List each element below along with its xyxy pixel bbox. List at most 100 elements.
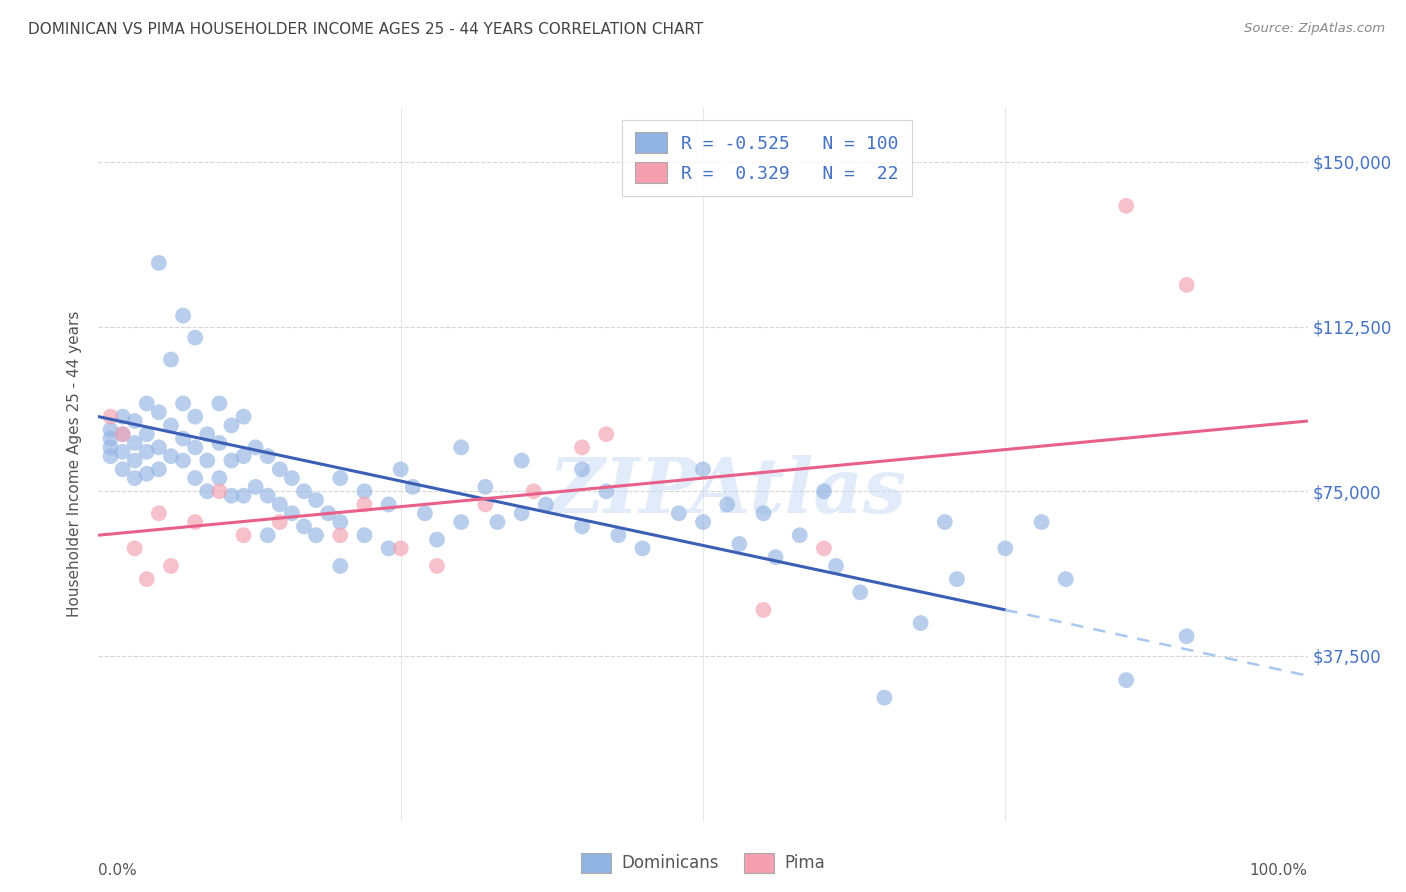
Point (135, 396, 157, 410)
Point (148, 441, 170, 455)
Point (148, 405, 170, 419)
Point (1054, 572, 1077, 586)
Point (523, 484, 546, 499)
Point (269, 462, 291, 476)
Point (789, 528, 811, 542)
Point (221, 489, 243, 503)
Point (486, 515, 509, 529)
Point (752, 506, 775, 520)
Point (510, 453, 533, 467)
Point (1115, 673, 1137, 687)
Point (1175, 629, 1198, 643)
Point (172, 432, 194, 446)
Point (232, 449, 254, 463)
Point (631, 541, 654, 556)
Point (135, 572, 157, 586)
Point (765, 550, 787, 565)
Point (292, 484, 315, 499)
Point (329, 558, 352, 573)
Text: 100.0%: 100.0% (1250, 863, 1308, 879)
Point (474, 480, 496, 494)
Point (245, 441, 267, 455)
Point (232, 528, 254, 542)
Point (353, 484, 375, 499)
Point (148, 256, 170, 270)
Point (232, 409, 254, 424)
Point (825, 558, 848, 573)
Point (208, 471, 231, 485)
Point (813, 484, 835, 499)
Point (281, 506, 304, 520)
Point (111, 409, 134, 424)
Point (474, 498, 496, 512)
Point (208, 484, 231, 499)
Text: ZIPAtlas: ZIPAtlas (548, 456, 907, 529)
Point (728, 537, 751, 551)
Point (353, 528, 375, 542)
Point (450, 515, 472, 529)
Point (329, 471, 352, 485)
Point (716, 498, 738, 512)
Point (1115, 199, 1137, 213)
Point (426, 533, 449, 547)
Point (1175, 277, 1198, 292)
Point (607, 528, 630, 542)
Text: 0.0%: 0.0% (98, 863, 138, 879)
Point (160, 449, 183, 463)
Point (184, 515, 207, 529)
Point (221, 418, 243, 433)
Point (184, 441, 207, 455)
Point (184, 330, 207, 344)
Point (910, 615, 932, 630)
Point (668, 506, 690, 520)
Point (873, 690, 896, 705)
Point (124, 453, 146, 467)
Point (148, 506, 170, 520)
Point (195, 484, 218, 499)
Point (160, 558, 183, 573)
Point (111, 427, 134, 442)
Point (256, 449, 278, 463)
Point (752, 603, 775, 617)
Point (571, 441, 593, 455)
Point (148, 462, 170, 476)
Point (232, 489, 254, 503)
Point (329, 515, 352, 529)
Point (124, 436, 146, 450)
Point (124, 471, 146, 485)
Point (994, 541, 1017, 556)
Point (184, 409, 207, 424)
Point (946, 572, 969, 586)
Point (849, 585, 872, 599)
Point (160, 352, 183, 367)
Point (208, 396, 231, 410)
Point (100, 409, 122, 424)
Point (100, 423, 122, 437)
Point (184, 471, 207, 485)
Legend: R = -0.525   N = 100, R =  0.329   N =  22: R = -0.525 N = 100, R = 0.329 N = 22 (621, 120, 911, 195)
Text: Source: ZipAtlas.com: Source: ZipAtlas.com (1244, 22, 1385, 36)
Point (269, 515, 291, 529)
Point (595, 484, 617, 499)
Point (100, 432, 122, 446)
Point (389, 541, 412, 556)
Point (1031, 515, 1053, 529)
Point (160, 418, 183, 433)
Point (135, 444, 157, 458)
Point (426, 558, 449, 573)
Y-axis label: Householder Income Ages 25 - 44 years: Householder Income Ages 25 - 44 years (67, 310, 83, 617)
Point (256, 489, 278, 503)
Point (692, 515, 714, 529)
Point (316, 506, 339, 520)
Legend: Dominicans, Pima: Dominicans, Pima (575, 847, 831, 880)
Point (813, 541, 835, 556)
Point (281, 471, 304, 485)
Point (208, 436, 231, 450)
Point (111, 427, 134, 442)
Point (245, 480, 267, 494)
Point (571, 519, 593, 533)
Point (172, 396, 194, 410)
Point (934, 515, 956, 529)
Point (111, 444, 134, 458)
Point (124, 541, 146, 556)
